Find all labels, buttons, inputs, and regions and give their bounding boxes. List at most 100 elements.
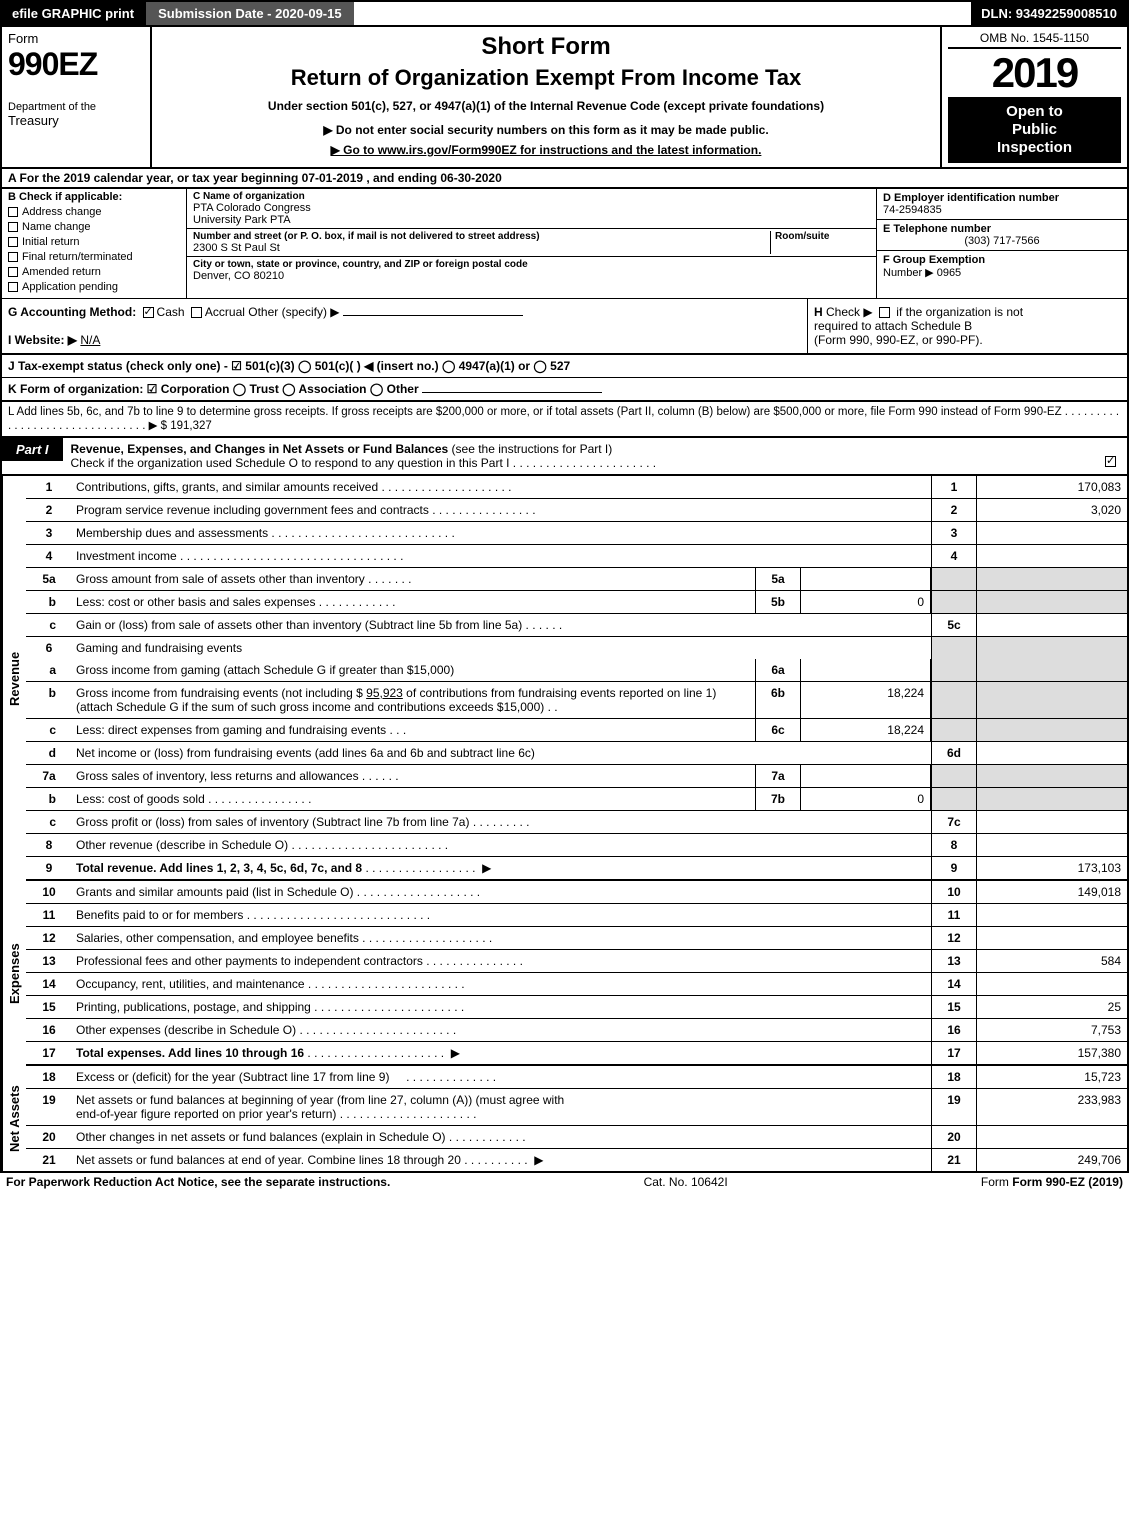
website-value: N/A — [80, 333, 480, 347]
line-18: 18 Excess or (deficit) for the year (Sub… — [26, 1066, 1127, 1089]
line-11: 11 Benefits paid to or for members . . .… — [26, 904, 1127, 927]
line-4: 4 Investment income . . . . . . . . . . … — [26, 545, 1127, 568]
line-19: 19 Net assets or fund balances at beginn… — [26, 1089, 1127, 1126]
group-label: F Group Exemption — [883, 254, 985, 266]
expenses-rows: 10 Grants and similar amounts paid (list… — [26, 881, 1127, 1066]
group-label2: Number ▶ — [883, 267, 934, 279]
efile-print-button[interactable]: efile GRAPHIC print — [2, 2, 146, 25]
part1-check-line: Check if the organization used Schedule … — [71, 456, 657, 470]
tel-value: (303) 717-7566 — [883, 235, 1121, 247]
h-text3: required to attach Schedule B — [814, 319, 972, 333]
row-l-gross-receipts: L Add lines 5b, 6c, and 7b to line 9 to … — [0, 402, 1129, 438]
city-cell: City or town, state or province, country… — [187, 257, 876, 284]
tel-label: E Telephone number — [883, 223, 1121, 235]
ein-label: D Employer identification number — [883, 192, 1121, 204]
other-specify-input[interactable] — [343, 315, 523, 316]
topbar: efile GRAPHIC print Submission Date - 20… — [0, 0, 1129, 27]
accounting-method: G Accounting Method: Cash Accrual Other … — [8, 305, 801, 319]
checkbox-icon[interactable] — [8, 237, 18, 247]
part1-title2: (see the instructions for Part I) — [452, 442, 613, 456]
header-sub2: ▶ Do not enter social security numbers o… — [160, 123, 932, 137]
checkbox-icon[interactable] — [8, 207, 18, 217]
tax-year: 2019 — [948, 49, 1121, 97]
dept-line2: Treasury — [8, 113, 144, 128]
footer-left: For Paperwork Reduction Act Notice, see … — [6, 1175, 390, 1189]
part1-table: Revenue 1 Contributions, gifts, grants, … — [0, 476, 1129, 1173]
part1-title: Revenue, Expenses, and Changes in Net As… — [71, 442, 449, 456]
line-16: 16 Other expenses (describe in Schedule … — [26, 1019, 1127, 1042]
line-17: 17 Total expenses. Add lines 10 through … — [26, 1042, 1127, 1066]
check-address-change[interactable]: Address change — [8, 206, 180, 218]
line-12: 12 Salaries, other compensation, and emp… — [26, 927, 1127, 950]
line-7b: b Less: cost of goods sold . . . . . . .… — [26, 788, 1127, 811]
line-2: 2 Program service revenue including gove… — [26, 499, 1127, 522]
line-1: 1 Contributions, gifts, grants, and simi… — [26, 476, 1127, 499]
room-label: Room/suite — [775, 231, 870, 242]
dln-label: DLN: 93492259008510 — [971, 2, 1127, 25]
header-sub3: ▶ Go to www.irs.gov/Form990EZ for instru… — [160, 143, 932, 157]
i-label: I Website: ▶ — [8, 333, 77, 347]
checkbox-icon[interactable] — [8, 222, 18, 232]
header-sub1: Under section 501(c), 527, or 4947(a)(1)… — [160, 99, 932, 113]
row-k-form-org: K Form of organization: ☑ Corporation ◯ … — [0, 378, 1129, 402]
line-6b: b Gross income from fundraising events (… — [26, 682, 1127, 719]
group-exemption-cell: F Group Exemption Number ▶ 0965 — [877, 251, 1127, 282]
dept-line1: Department of the — [8, 101, 144, 113]
form-code: 990EZ — [8, 46, 144, 83]
check-name-change[interactable]: Name change — [8, 221, 180, 233]
check-initial-return[interactable]: Initial return — [8, 236, 180, 248]
page-footer: For Paperwork Reduction Act Notice, see … — [0, 1173, 1129, 1191]
line-7c: c Gross profit or (loss) from sales of i… — [26, 811, 1127, 834]
ein-value: 74-2594835 — [883, 204, 1121, 216]
checkbox-accrual[interactable] — [191, 307, 202, 318]
line-7a: 7a Gross sales of inventory, less return… — [26, 765, 1127, 788]
checkbox-icon[interactable] — [8, 267, 18, 277]
ein-col: D Employer identification number 74-2594… — [877, 189, 1127, 298]
omb-number: OMB No. 1545-1150 — [948, 31, 1121, 49]
net-assets-rows: 18 Excess or (deficit) for the year (Sub… — [26, 1066, 1127, 1171]
line-21: 21 Net assets or fund balances at end of… — [26, 1149, 1127, 1171]
line-8: 8 Other revenue (describe in Schedule O)… — [26, 834, 1127, 857]
header-mid: Short Form Return of Organization Exempt… — [152, 27, 942, 167]
h-text4: (Form 990, 990-EZ, or 990-PF). — [814, 333, 983, 347]
open-line3: Inspection — [952, 139, 1117, 157]
check-final-return[interactable]: Final return/terminated — [8, 251, 180, 263]
row-g-h: G Accounting Method: Cash Accrual Other … — [0, 298, 1129, 355]
return-title: Return of Organization Exempt From Incom… — [160, 65, 932, 91]
checkbox-cash[interactable] — [143, 307, 154, 318]
check-amended-return[interactable]: Amended return — [8, 266, 180, 278]
open-line1: Open to — [952, 103, 1117, 121]
check-header: B Check if applicable: — [8, 191, 180, 203]
h-label: H — [814, 305, 823, 319]
footer-mid: Cat. No. 10642I — [644, 1175, 728, 1189]
checkbox-schedule-b[interactable] — [879, 307, 890, 318]
open-public-badge: Open to Public Inspection — [948, 97, 1121, 163]
header-left: Form 990EZ Department of the Treasury — [2, 27, 152, 167]
net-assets-sidebar: Net Assets — [2, 1066, 26, 1171]
tel-cell: E Telephone number (303) 717-7566 — [877, 220, 1127, 251]
check-applicable-col: B Check if applicable: Address change Na… — [2, 189, 187, 298]
footer-right: Form Form 990-EZ (2019) — [981, 1175, 1123, 1189]
org-name-1: PTA Colorado Congress — [193, 202, 870, 214]
line-9: 9 Total revenue. Add lines 1, 2, 3, 4, 5… — [26, 857, 1127, 881]
line-5a: 5a Gross amount from sale of assets othe… — [26, 568, 1127, 591]
ein-cell: D Employer identification number 74-2594… — [877, 189, 1127, 220]
group-value: 0965 — [937, 267, 961, 279]
website-row: I Website: ▶ N/A — [8, 333, 801, 347]
checkbox-schedule-o[interactable] — [1105, 456, 1116, 467]
j-content: J Tax-exempt status (check only one) - ☑… — [8, 359, 570, 373]
goto-link[interactable]: ▶ Go to www.irs.gov/Form990EZ for instru… — [331, 143, 762, 157]
line-10: 10 Grants and similar amounts paid (list… — [26, 881, 1127, 904]
checkbox-icon[interactable] — [8, 282, 18, 292]
other-org-input[interactable] — [422, 392, 602, 393]
h-text2: if the organization is not — [896, 305, 1023, 319]
checkbox-icon[interactable] — [8, 252, 18, 262]
line-13: 13 Professional fees and other payments … — [26, 950, 1127, 973]
check-application-pending[interactable]: Application pending — [8, 281, 180, 293]
revenue-group: Revenue 1 Contributions, gifts, grants, … — [2, 476, 1127, 881]
tax-year-row: A For the 2019 calendar year, or tax yea… — [0, 169, 1129, 189]
city-value: Denver, CO 80210 — [193, 270, 870, 282]
header-right: OMB No. 1545-1150 2019 Open to Public In… — [942, 27, 1127, 167]
org-name-cell: C Name of organization PTA Colorado Cong… — [187, 189, 876, 229]
l-amount: $ 191,327 — [161, 420, 212, 432]
